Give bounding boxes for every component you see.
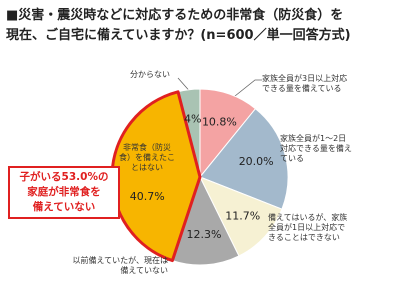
category-label: 分からない xyxy=(130,70,170,79)
chart-title: ■災害・震災時などに対応するための非常食（防災食）を xyxy=(6,8,344,23)
pie-slice xyxy=(199,107,289,210)
category-label: 家族全員が1～2日対応できる量を備えている xyxy=(280,134,352,163)
value-label: 12.3% xyxy=(187,228,222,241)
pie-slice xyxy=(198,176,283,257)
annotation-line: 子がいる53.0%の xyxy=(19,171,109,183)
category-label: 非常食（防災食）を備えたことはない xyxy=(119,143,175,172)
value-label: 11.7% xyxy=(225,209,260,222)
value-label: 40.7% xyxy=(130,190,165,203)
value-label: 4% xyxy=(184,112,201,125)
value-label: 10.8% xyxy=(202,115,237,128)
category-label: 備えてはいるが、家族全員が1日以上対応できることはできない xyxy=(268,213,348,242)
value-label: 20.0% xyxy=(239,155,274,168)
annotation: 子がいる53.0%の 家庭が非常食を 備えていない xyxy=(8,166,120,219)
category-label: 家族全員が3日以上対応できる量を備えている xyxy=(262,74,348,93)
chart-subtitle: 現在、ご自宅に備えていますか？(n=600／単一回答方式) xyxy=(6,28,351,43)
leader-line xyxy=(229,79,262,101)
category-label: 以前備えていたが、現在は備えていない xyxy=(72,256,168,275)
annotation-line: 備えていない xyxy=(32,201,96,213)
annotation-line: 家庭が非常食を xyxy=(27,186,101,198)
